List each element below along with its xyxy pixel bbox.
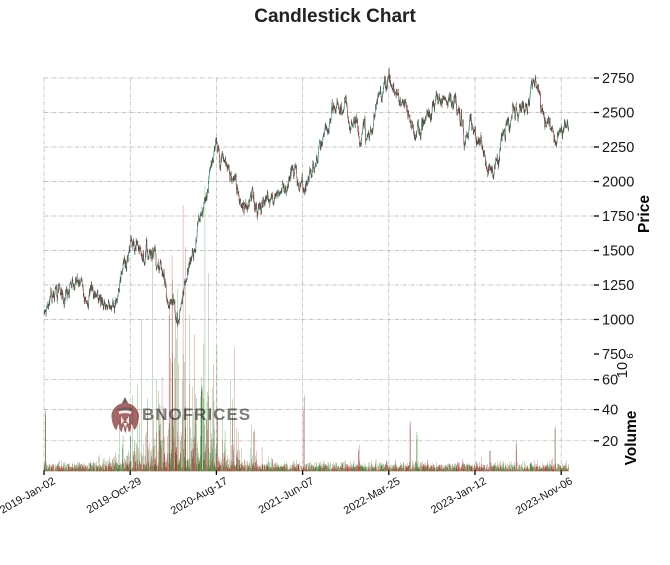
svg-text:2250: 2250 bbox=[602, 140, 634, 156]
svg-text:2021-Jun-07: 2021-Jun-07 bbox=[257, 475, 317, 516]
svg-text:BNOFRICES: BNOFRICES bbox=[142, 405, 251, 424]
svg-text:Volume: Volume bbox=[623, 410, 640, 465]
svg-text:1250: 1250 bbox=[602, 278, 634, 294]
svg-text:2023-Jan-12: 2023-Jan-12 bbox=[429, 475, 489, 516]
svg-text:1500: 1500 bbox=[602, 244, 634, 260]
svg-text:2000: 2000 bbox=[602, 175, 634, 191]
svg-text:2019-Jan-02: 2019-Jan-02 bbox=[0, 475, 57, 516]
svg-text:6: 6 bbox=[625, 353, 636, 358]
svg-text:40: 40 bbox=[602, 403, 618, 419]
svg-text:1750: 1750 bbox=[602, 209, 634, 225]
svg-text:750: 750 bbox=[602, 347, 626, 363]
svg-text:2022-Mar-25: 2022-Mar-25 bbox=[342, 475, 403, 517]
svg-text:20: 20 bbox=[602, 434, 618, 450]
svg-text:10: 10 bbox=[615, 362, 631, 378]
svg-text:2020-Aug-17: 2020-Aug-17 bbox=[169, 475, 230, 517]
svg-text:2019-Oct-29: 2019-Oct-29 bbox=[85, 475, 144, 516]
svg-text:Price: Price bbox=[636, 195, 653, 233]
svg-text:2500: 2500 bbox=[602, 106, 634, 122]
svg-text:2750: 2750 bbox=[602, 71, 634, 87]
svg-text:2023-Nov-06: 2023-Nov-06 bbox=[514, 475, 575, 517]
svg-text:1000: 1000 bbox=[602, 313, 634, 329]
